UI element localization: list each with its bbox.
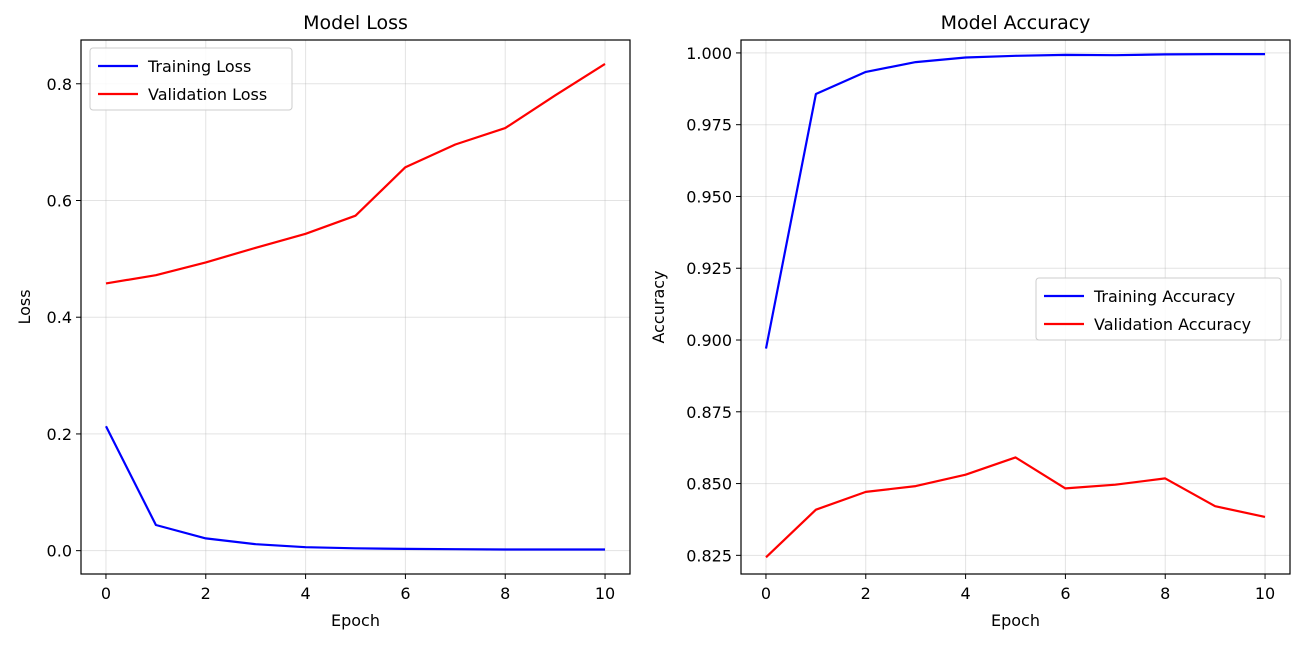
x-axis-label: Epoch bbox=[991, 611, 1040, 630]
y-tick-label: 0.825 bbox=[686, 546, 732, 565]
legend-box bbox=[1035, 277, 1282, 341]
y-tick-label: 0.975 bbox=[686, 116, 732, 135]
chart-title: Model Loss bbox=[303, 12, 408, 34]
chart-accuracy: 0 2 4 6 8 10 0.825 0.850 0.875 0.900 0.925 0.950 0.9… bbox=[649, 12, 1291, 630]
series-line-training-loss bbox=[105, 425, 605, 551]
y-tick-label: 0.4 bbox=[47, 308, 72, 327]
axes-frame bbox=[740, 39, 1291, 575]
x-axis-label: Epoch bbox=[331, 611, 380, 630]
y-tick-label: 0.850 bbox=[686, 475, 732, 494]
y-tick-label: 0.2 bbox=[47, 425, 72, 444]
x-tick-label: 4 bbox=[300, 584, 310, 603]
y-tick-label: 0.900 bbox=[686, 331, 732, 350]
x-tick-label: 0 bbox=[101, 584, 111, 603]
y-tick-label: 0.950 bbox=[686, 187, 732, 206]
legend-label: Validation Accuracy bbox=[1094, 315, 1251, 334]
y-tick-label: 0.6 bbox=[47, 191, 72, 210]
x-tick-label: 6 bbox=[400, 584, 410, 603]
x-tick-label: 0 bbox=[761, 584, 771, 603]
chart-title: Model Accuracy bbox=[941, 12, 1091, 34]
y-tick-label: 0.875 bbox=[686, 403, 732, 422]
x-tick-label: 4 bbox=[960, 584, 970, 603]
legend-box bbox=[89, 47, 293, 111]
legend: Training Accuracy Validation Accuracy bbox=[1035, 277, 1282, 341]
y-tick-label: 1.000 bbox=[686, 44, 732, 63]
x-tick-label: 10 bbox=[1255, 584, 1275, 603]
series-line-validation-loss bbox=[105, 62, 606, 285]
y-tick-label: 0.0 bbox=[47, 542, 72, 561]
y-tick-label: 0.925 bbox=[686, 259, 732, 278]
x-tick-label: 8 bbox=[500, 584, 510, 603]
legend-label: Training Accuracy bbox=[1093, 287, 1235, 306]
x-tick-label: 8 bbox=[1160, 584, 1170, 603]
legend-label: Training Loss bbox=[147, 57, 251, 76]
series-line-validation-accuracy bbox=[765, 456, 1266, 559]
axes-frame bbox=[80, 39, 631, 575]
legend: Training Loss Validation Loss bbox=[89, 47, 293, 111]
chart-loss: 0 2 4 6 8 10 0.0 0.2 0.4 0.6 0.8 Model Loss Epoch Los… bbox=[15, 12, 631, 630]
legend-label: Validation Loss bbox=[148, 85, 267, 104]
x-tick-label: 2 bbox=[861, 584, 871, 603]
y-axis-label: Loss bbox=[15, 289, 34, 324]
y-axis-label: Accuracy bbox=[649, 270, 668, 343]
x-tick-label: 2 bbox=[201, 584, 211, 603]
y-tick-label: 0.8 bbox=[47, 75, 72, 94]
x-tick-label: 6 bbox=[1060, 584, 1070, 603]
x-tick-label: 10 bbox=[595, 584, 615, 603]
series-line-training-accuracy bbox=[764, 52, 1265, 349]
